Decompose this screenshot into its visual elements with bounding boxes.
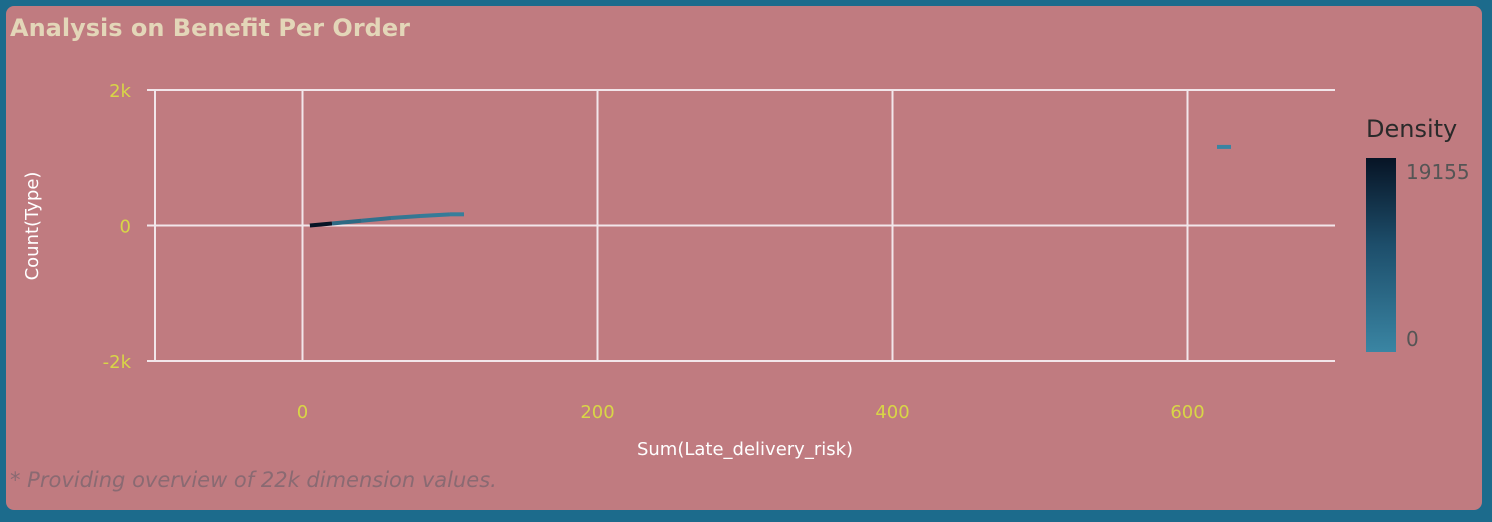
density-segment	[361, 216, 392, 223]
x-tick-label: 200	[580, 402, 614, 423]
density-segment	[390, 214, 421, 221]
grid-lines	[147, 89, 1335, 362]
x-axis-title: Sum(Late_delivery_risk)	[637, 439, 853, 460]
density-segment	[420, 212, 451, 219]
density-segment	[309, 221, 333, 228]
y-axis-title: Count(Type)	[22, 172, 43, 281]
y-axis-ticks: 2k 0 -2k	[103, 81, 132, 373]
legend-min-label: 0	[1406, 327, 1419, 351]
y-tick-label: 0	[120, 217, 131, 238]
legend-title: Density	[1366, 115, 1457, 143]
footnote: * Providing overview of 22k dimension va…	[10, 468, 497, 492]
chart-panel: Analysis on Benefit Per Order 0 200 400 600…	[6, 6, 1482, 510]
legend-color-bar	[1366, 158, 1396, 352]
density-segment	[331, 218, 362, 226]
chart-title: Analysis on Benefit Per Order	[10, 14, 410, 42]
x-tick-label: 400	[875, 402, 909, 423]
density-marks	[309, 144, 1231, 228]
x-axis-ticks: 0 200 400 600	[297, 402, 1205, 423]
y-tick-label: 2k	[109, 81, 131, 102]
x-tick-label: 600	[1170, 402, 1204, 423]
y-tick-label: -2k	[103, 352, 132, 373]
density-plot: 0 200 400 600 2k 0 -2k Sum(Late_delivery_risk…	[22, 81, 1470, 460]
x-tick-label: 0	[297, 402, 308, 423]
density-legend: Density 19155 0	[1366, 115, 1470, 352]
legend-max-label: 19155	[1406, 160, 1470, 184]
